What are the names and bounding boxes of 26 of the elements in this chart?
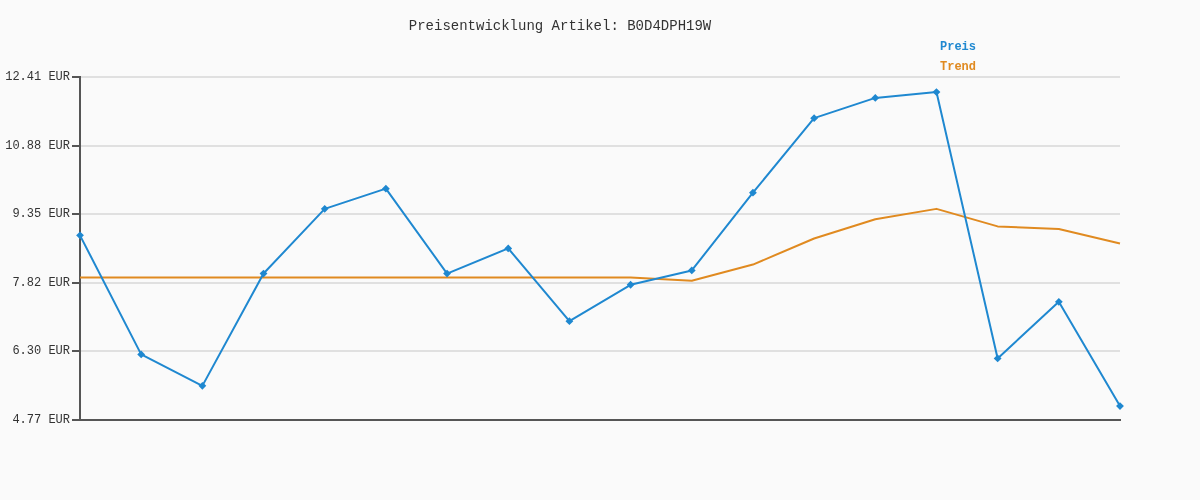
point [260,270,268,278]
point [871,94,879,102]
point [810,114,818,122]
point [994,354,1002,362]
point [137,350,145,358]
y-tick-label: 9.35 EUR [12,207,70,222]
y-tick-label: 10.88 EUR [5,138,70,153]
y-tick-label: 4.77 EUR [12,413,70,428]
y-tick-label: 7.82 EUR [12,276,70,291]
point [565,317,573,325]
text: Trend [940,60,977,75]
text: Preis [940,40,977,55]
point [76,231,84,239]
y-tick-label: 6.30 EUR [12,344,70,359]
point [749,189,757,197]
point [688,266,696,274]
point [198,382,206,390]
y-tick-label: 12.41 EUR [5,69,70,84]
point [443,270,451,278]
chart-title: Preisentwicklung Artikel: B0D4DPH19W [408,18,712,35]
point [504,244,512,252]
point [321,205,329,213]
point [1055,298,1063,306]
point [932,88,940,96]
point [382,185,390,193]
point [627,281,635,289]
